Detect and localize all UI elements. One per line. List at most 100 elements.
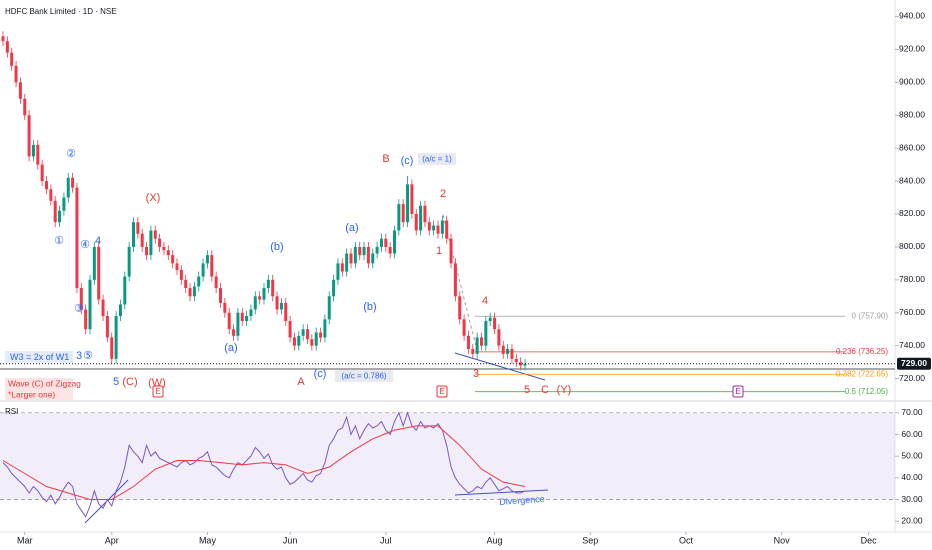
candle-body [5, 41, 9, 53]
candle-body [519, 362, 523, 366]
candle-body [245, 316, 249, 321]
fib-label: 0 (757.90) [852, 311, 889, 320]
candle-body [105, 316, 109, 338]
candle-body [401, 204, 405, 223]
candle-body [493, 317, 497, 330]
y-tick-label: 820.00 [899, 208, 925, 218]
x-tick-label: Aug [487, 535, 503, 545]
candle-body [240, 312, 244, 321]
wave-label: 5 [524, 384, 530, 396]
wave-label: ① [54, 235, 64, 247]
candle-body [36, 144, 40, 165]
candle-body [1, 36, 5, 42]
y-tick-label: 940.00 [899, 11, 925, 21]
candle-body [393, 230, 396, 254]
chart-title: HDFC Bank Limited · 1D · NSE [5, 7, 117, 16]
candle-body [114, 316, 118, 359]
trend-line [454, 352, 546, 381]
note-box [5, 378, 73, 400]
candle-body [88, 279, 92, 330]
candle-body [97, 246, 101, 300]
event-marker-label: E [439, 387, 444, 396]
candle-body [219, 288, 222, 303]
y-tick-label: 900.00 [899, 77, 925, 87]
candle-body [292, 337, 296, 346]
wave-label: ② [66, 148, 76, 160]
candle-body [279, 302, 283, 310]
candle-body [258, 296, 262, 300]
event-marker [436, 385, 448, 398]
y-tick-label: 20.00 [901, 515, 923, 525]
candle-body [310, 339, 314, 346]
y-tick-label: 920.00 [899, 44, 925, 54]
wave-label: 5 [113, 376, 119, 388]
candle-body [362, 246, 366, 256]
candle-body [449, 238, 453, 264]
candle-body [175, 263, 179, 270]
candle-body [458, 296, 462, 320]
wave-label: C [541, 384, 549, 396]
wave-label: (Y) [557, 384, 572, 396]
candle-body [262, 288, 266, 300]
wave-label: 3 [76, 350, 82, 362]
rsi-ma-line [2, 425, 526, 500]
candle-body [410, 184, 414, 214]
wave-label: 1 [436, 245, 442, 257]
event-marker [152, 385, 164, 398]
candle-body [497, 329, 501, 346]
candle-body [162, 246, 166, 251]
candle-body [92, 246, 96, 280]
rsi-line [2, 411, 526, 518]
y-tick-label: 800.00 [899, 241, 925, 251]
candle-body [340, 263, 344, 272]
wave-label: (c) [401, 155, 414, 167]
candle-body [53, 200, 57, 223]
candle-body [232, 329, 236, 336]
last-price-label: 729.00 [901, 358, 927, 368]
candle-body [388, 246, 392, 254]
candle-body [366, 246, 370, 264]
candle-body [432, 225, 436, 231]
candle-body [332, 279, 336, 297]
candle-body [236, 312, 240, 336]
candle-body [480, 337, 483, 346]
x-tick-label: Mar [17, 535, 33, 545]
candle-body [440, 220, 444, 234]
candle-body [84, 309, 88, 330]
wave-label: 2 [440, 188, 446, 200]
candle-body [140, 233, 144, 247]
candle-body [145, 246, 149, 256]
candle-body [10, 52, 14, 66]
candle-body [462, 319, 466, 336]
wave-label: 4 [482, 295, 488, 307]
candle-body [301, 329, 305, 336]
candle-body [488, 317, 492, 321]
candle-body [205, 255, 209, 264]
candle-body [101, 299, 105, 317]
note: W3 = 2x of W1 [10, 352, 69, 362]
x-tick-label: Dec [861, 535, 878, 545]
candle-body [123, 276, 127, 305]
rsi-band [0, 412, 895, 500]
candle-body [288, 320, 292, 338]
candle-body [514, 358, 518, 363]
candle-body [314, 332, 318, 346]
candle-body [475, 337, 479, 354]
note: Wave (C) of Zigzag [8, 378, 81, 388]
candle-body [523, 363, 527, 366]
candle-body [336, 263, 340, 280]
note: *Larger one) [8, 389, 55, 399]
x-tick-label: Jul [380, 535, 392, 545]
wave-label: ④ [80, 239, 90, 251]
candle-body [45, 181, 48, 190]
candle-body [306, 329, 309, 340]
candle-body [423, 205, 427, 223]
wave-label: B [382, 153, 389, 165]
trend-line [442, 214, 478, 351]
wave-label: A [297, 376, 305, 388]
note-box [5, 351, 73, 363]
wave-label: (a) [224, 342, 237, 354]
candle-body [445, 220, 449, 239]
candle-body [75, 187, 79, 289]
